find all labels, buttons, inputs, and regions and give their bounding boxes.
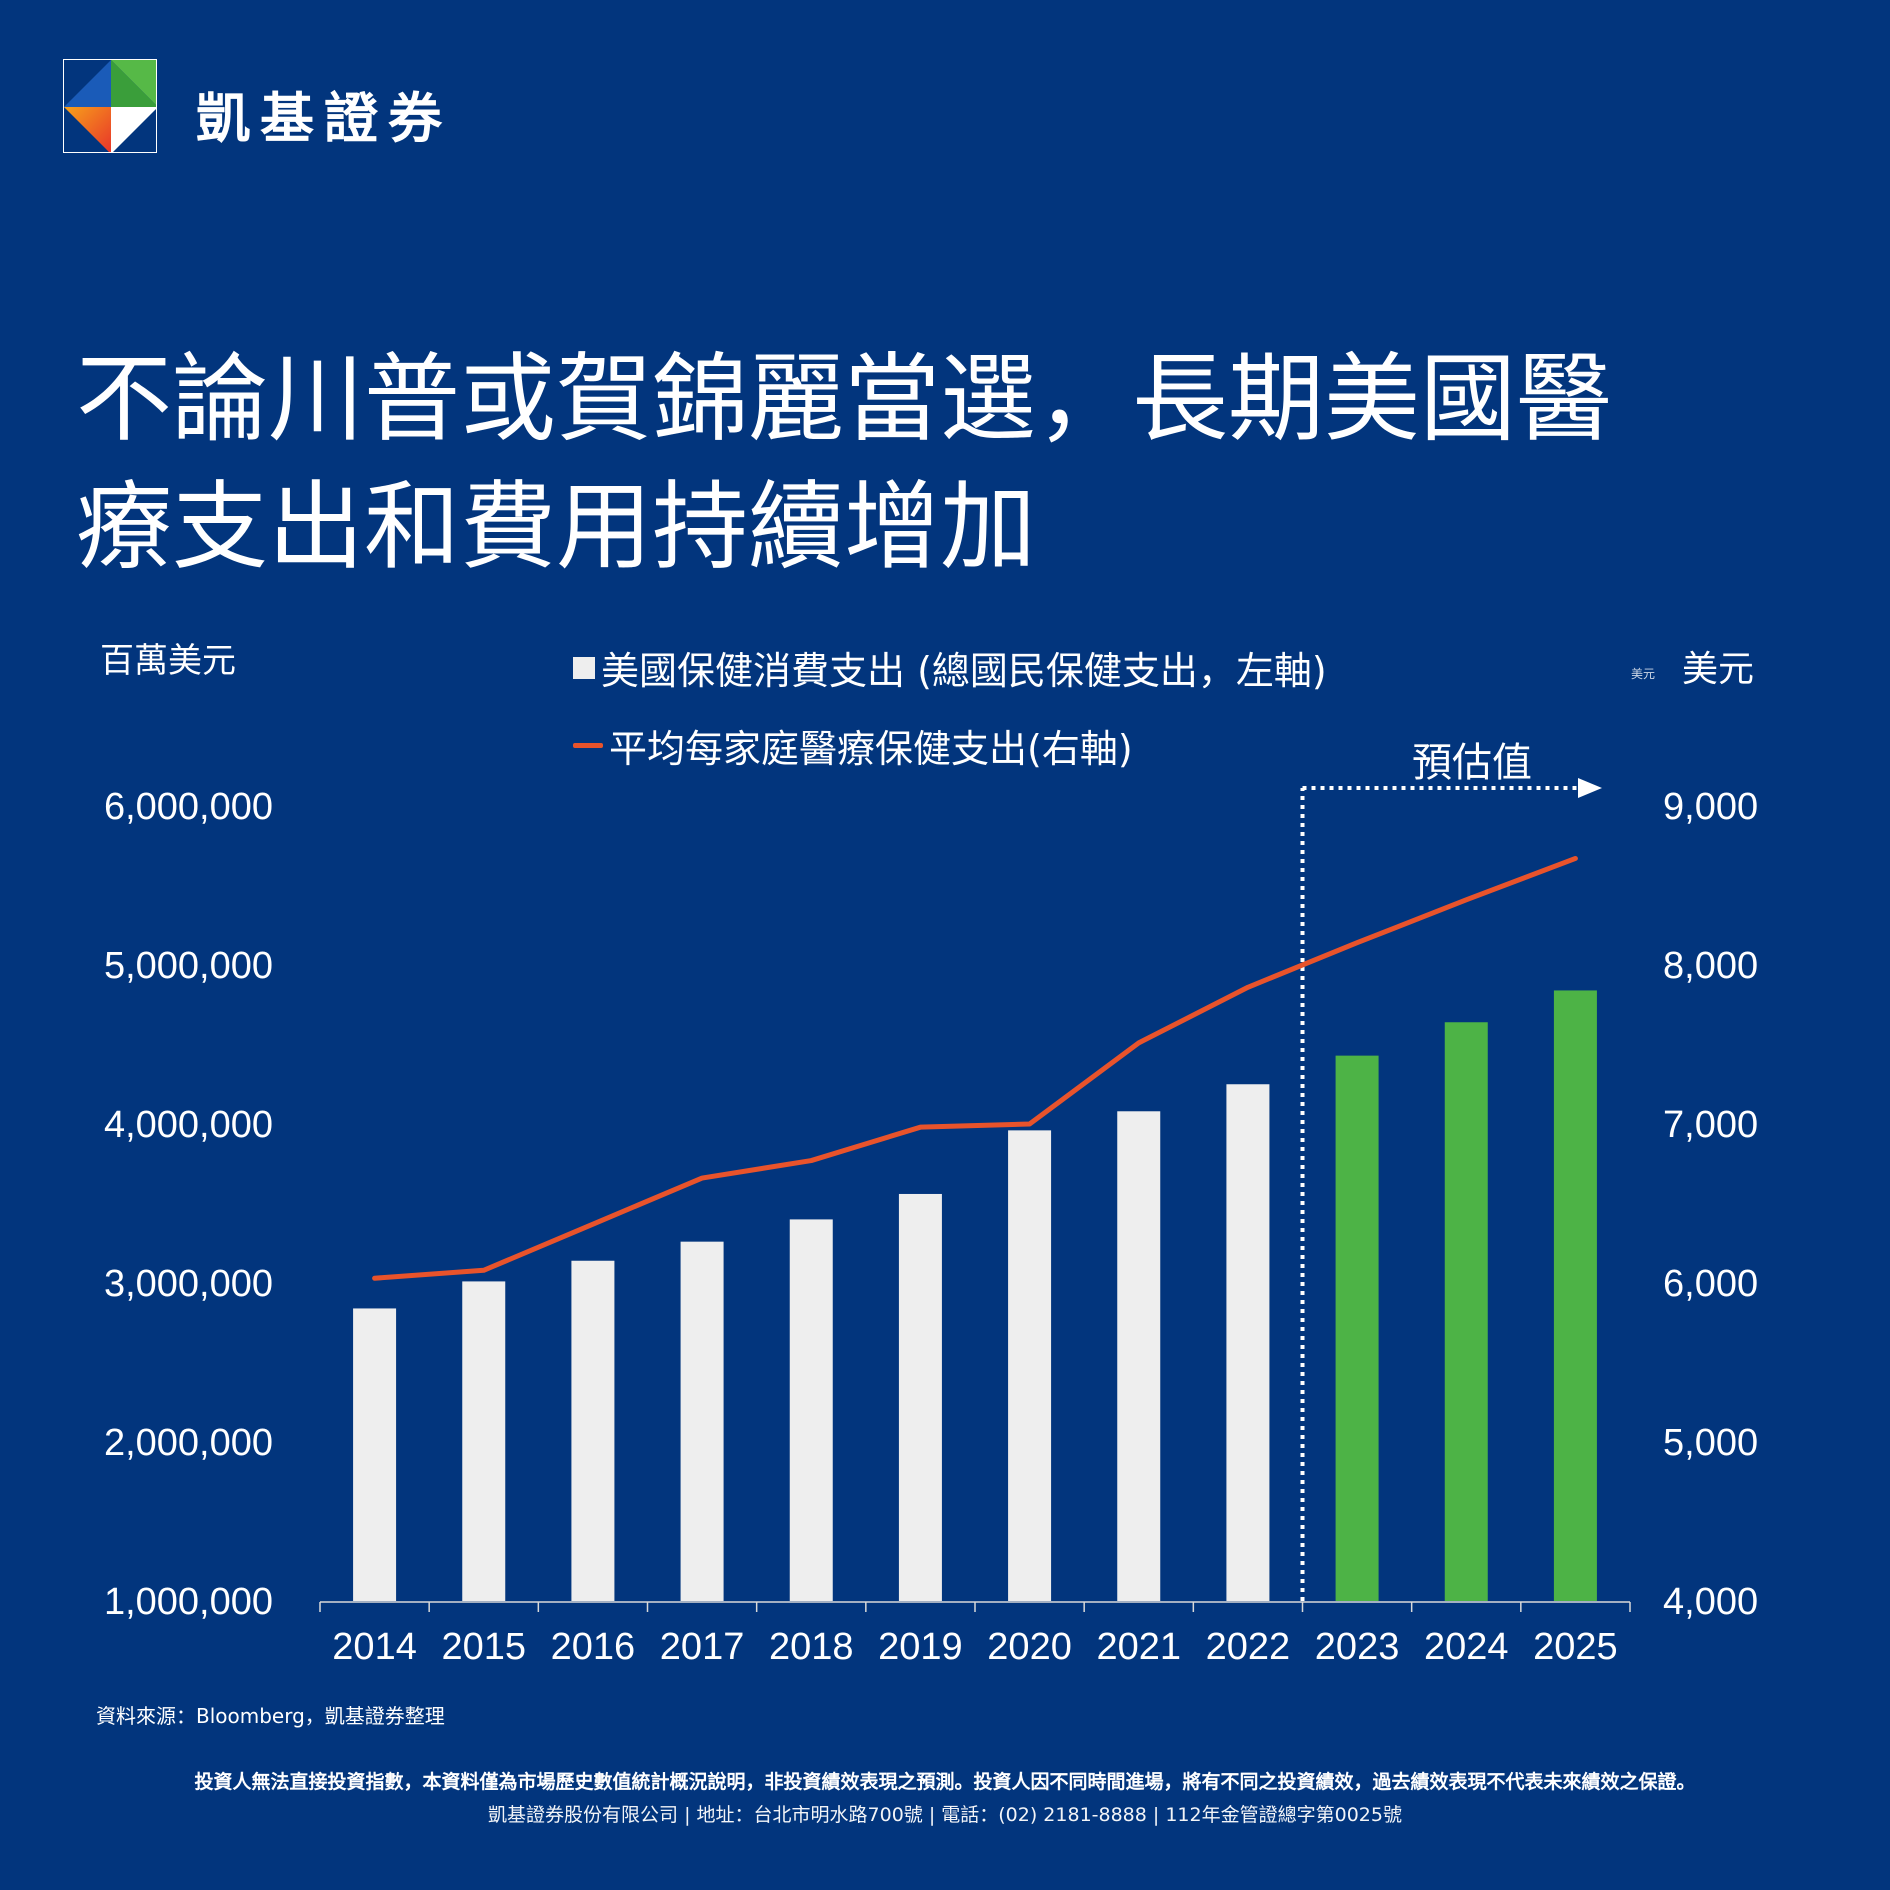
legend-item-bars: 美國保健消費支出 (總國民保健支出，左軸) xyxy=(573,640,1327,695)
x-axis-tick-label: 2020 xyxy=(987,1626,1072,1668)
x-axis-tick-label: 2014 xyxy=(332,1626,417,1668)
page-title: 不論川普或賀錦麗當選，長期美國醫 療支出和費用持續增加 xyxy=(76,335,1816,591)
right-axis-tick-label: 7,000 xyxy=(1663,1104,1758,1146)
right-axis-unit-small: 美元 xyxy=(1631,667,1656,681)
bar xyxy=(1117,1111,1161,1601)
forecast-arrow-head-icon xyxy=(1578,778,1602,798)
legend-line-label: 平均每家庭醫療保健支出(右軸) xyxy=(609,727,1133,771)
bar xyxy=(898,1193,942,1601)
left-axis-tick-label: 3,000,000 xyxy=(104,1263,273,1305)
bar xyxy=(1226,1084,1270,1601)
right-axis-tick-label: 4,000 xyxy=(1663,1581,1758,1623)
legend-bars-label: 美國保健消費支出 (總國民保健支出，左軸) xyxy=(601,649,1327,693)
x-axis-tick-label: 2021 xyxy=(1096,1626,1181,1668)
bar xyxy=(1008,1130,1052,1601)
title-line-1: 不論川普或賀錦麗當選，長期美國醫 xyxy=(76,343,1612,455)
legend-item-line: 平均每家庭醫療保健支出(右軸) xyxy=(573,718,1133,773)
x-axis-tick-label: 2024 xyxy=(1424,1626,1509,1668)
right-axis-unit: 美元 xyxy=(1682,649,1755,690)
x-axis-tick-label: 2017 xyxy=(660,1626,745,1668)
right-axis-tick-label: 8,000 xyxy=(1663,945,1758,987)
x-axis-tick-label: 2015 xyxy=(441,1626,526,1668)
x-axis-tick-label: 2016 xyxy=(551,1626,636,1668)
bar xyxy=(353,1308,397,1601)
left-axis-tick-label: 2,000,000 xyxy=(104,1422,273,1464)
left-axis-tick-label: 4,000,000 xyxy=(104,1104,273,1146)
right-axis-tick-label: 6,000 xyxy=(1663,1263,1758,1305)
left-axis-tick-label: 5,000,000 xyxy=(104,945,273,987)
x-axis-tick-label: 2023 xyxy=(1315,1626,1400,1668)
left-axis-unit: 百萬美元 xyxy=(100,641,236,681)
right-axis-tick-label: 5,000 xyxy=(1663,1422,1758,1464)
x-axis-tick-label: 2025 xyxy=(1533,1626,1618,1668)
forecast-label: 預估值 xyxy=(1412,740,1532,786)
legend-line-swatch xyxy=(573,743,603,748)
source-note: 資料來源：Bloomberg，凱基證券整理 xyxy=(96,1704,445,1728)
left-axis-tick-label: 6,000,000 xyxy=(104,786,273,828)
bar xyxy=(462,1281,506,1601)
x-axis-tick-label: 2018 xyxy=(769,1626,854,1668)
brand-name: 凱基證券 xyxy=(196,87,452,150)
line-series xyxy=(372,855,1578,1281)
x-axis-tick-label: 2019 xyxy=(878,1626,963,1668)
right-axis-tick-label: 9,000 xyxy=(1663,786,1758,828)
legend-bar-swatch xyxy=(573,656,595,679)
left-axis-tick-label: 1,000,000 xyxy=(104,1581,273,1623)
bar xyxy=(789,1219,833,1601)
disclaimer-text: 投資人無法直接投資指數，本資料僅為市場歷史數值統計概況說明，非投資績效表現之預測… xyxy=(194,1771,1696,1793)
company-address: 凱基證券股份有限公司 | 地址：台北市明水路700號 | 電話：(02) 218… xyxy=(488,1804,1402,1826)
bar xyxy=(571,1260,615,1601)
forecast-bar xyxy=(1335,1055,1379,1601)
title-line-2: 療支出和費用持續增加 xyxy=(76,471,1036,583)
x-axis-tick-label: 2022 xyxy=(1206,1626,1291,1668)
bar xyxy=(680,1241,724,1601)
forecast-bar xyxy=(1444,1022,1488,1601)
forecast-bar xyxy=(1553,990,1597,1601)
brand-logo-icon xyxy=(63,59,157,153)
